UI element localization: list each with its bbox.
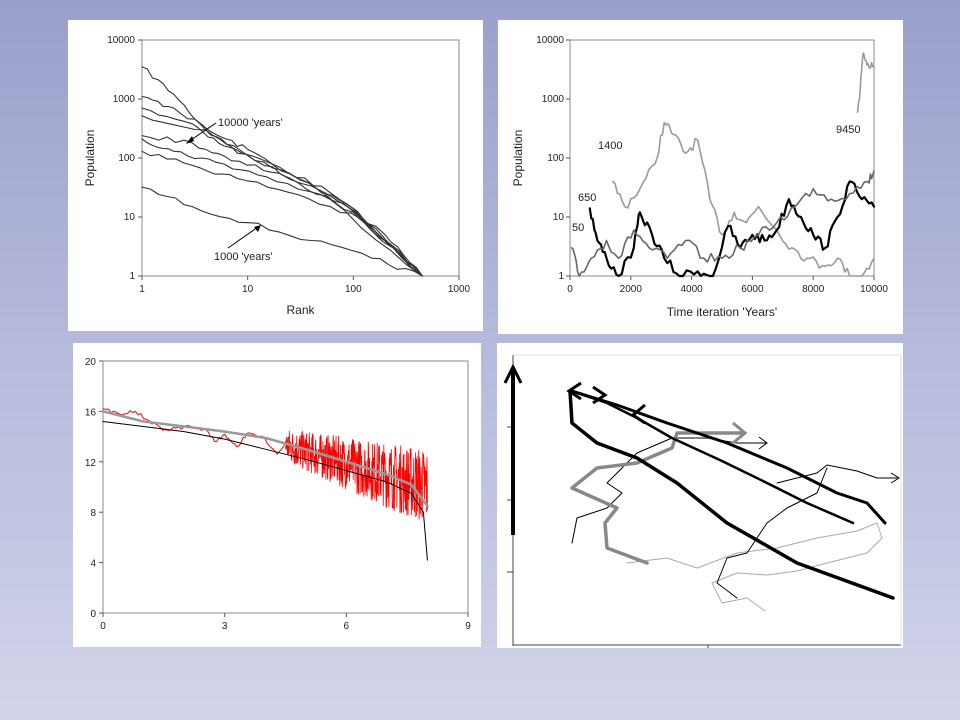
annotation-50: 50 xyxy=(572,222,584,234)
x-tick-label: 0 xyxy=(100,621,106,632)
y-tick-label: 0 xyxy=(90,609,96,620)
plot-area xyxy=(141,39,460,277)
chart-trajectory-sketch xyxy=(503,354,902,648)
y-tick-label: 10000 xyxy=(536,35,564,46)
arrow-head xyxy=(186,136,194,144)
red-series-line xyxy=(102,408,291,455)
panel-rank-population: 1 10 100 1000 10000 1 10 100 1000 Rank Population 1… xyxy=(68,20,483,331)
y-tick-label: 10000 xyxy=(107,35,135,46)
y-tick-label: 1000 xyxy=(113,94,136,105)
y-tick-label: 1 xyxy=(129,271,135,282)
x-tick-label: 4000 xyxy=(680,284,703,295)
annotation-1400: 1400 xyxy=(598,140,622,152)
y-tick-label: 4 xyxy=(90,559,96,570)
y-axis-label: Population xyxy=(511,130,525,187)
thick-black-trajectory xyxy=(570,389,887,525)
series-line xyxy=(141,150,423,277)
arrow-head xyxy=(630,403,646,425)
x-tick-label: 6000 xyxy=(741,284,764,295)
y-tick-label: 8 xyxy=(90,508,96,519)
series-line xyxy=(141,138,423,277)
annotation-arrow xyxy=(227,226,259,249)
x-tick-label: 1000 xyxy=(448,284,471,295)
arrow-head xyxy=(566,381,582,401)
series-line xyxy=(141,66,423,277)
series-line xyxy=(570,170,875,277)
chart-rank-population: 1 10 100 1000 10000 1 10 100 1000 Rank Population 1… xyxy=(83,35,471,317)
thick-black-trajectory xyxy=(575,391,855,525)
series-line xyxy=(588,180,876,278)
x-axis-label: Rank xyxy=(286,303,315,317)
thin-gray-trajectory xyxy=(626,522,883,612)
panel-trajectory-sketch xyxy=(497,343,903,648)
gray-series-line xyxy=(101,410,429,508)
annotation-9450: 9450 xyxy=(836,124,860,136)
x-tick-label: 2000 xyxy=(620,284,643,295)
y-tick-label: 1000 xyxy=(542,94,565,105)
y-axis-label: Population xyxy=(83,130,97,187)
thick-gray-trajectory xyxy=(570,431,744,565)
x-axis-label: Time iteration 'Years' xyxy=(667,305,777,319)
y-tick-label: 10 xyxy=(124,212,136,223)
y-tick-label: 20 xyxy=(85,357,97,368)
red-noise-band xyxy=(285,430,428,520)
arrow-head xyxy=(732,421,748,445)
y-tick-label: 1 xyxy=(558,271,564,282)
chart-noise: 0 4 8 12 16 20 0 3 6 9 xyxy=(85,357,471,632)
x-tick-label: 10000 xyxy=(860,284,888,295)
black-series-line xyxy=(102,421,428,561)
x-tick-label: 8000 xyxy=(802,284,825,295)
arrow-head xyxy=(254,225,261,232)
series-line xyxy=(611,121,875,277)
y-tick-label: 16 xyxy=(85,407,97,418)
annotation-650: 650 xyxy=(578,192,596,204)
y-tick-label: 100 xyxy=(547,153,564,164)
y-tick-label: 12 xyxy=(85,458,97,469)
x-tick-label: 100 xyxy=(345,284,362,295)
x-tick-label: 1 xyxy=(139,284,145,295)
series-line xyxy=(141,135,423,277)
panel-time-population: 1 10 100 1000 10000 0 2000 4000 6000 8000 10000 Tim… xyxy=(498,20,903,334)
series-line xyxy=(141,107,423,277)
y-tick-label: 10 xyxy=(553,212,565,223)
arrow-head xyxy=(592,385,608,405)
x-tick-label: 6 xyxy=(344,621,350,632)
annotation-1000-years: 1000 'years' xyxy=(214,251,273,263)
thick-black-trajectory xyxy=(568,389,895,600)
x-tick-label: 3 xyxy=(222,621,228,632)
x-tick-label: 10 xyxy=(242,284,254,295)
annotation-10000-years: 10000 'years' xyxy=(218,117,283,129)
series-line xyxy=(141,96,423,277)
thin-black-trajectory xyxy=(716,467,828,599)
series-line xyxy=(856,52,875,113)
series-line xyxy=(141,186,423,277)
y-tick-label: 100 xyxy=(118,153,135,164)
arrow-head xyxy=(758,436,768,450)
chart-time-population: 1 10 100 1000 10000 0 2000 4000 6000 8000 10000 Tim… xyxy=(511,35,888,319)
plot-area xyxy=(102,360,469,614)
arrow-head xyxy=(890,472,900,484)
x-tick-label: 0 xyxy=(567,284,573,295)
thin-black-trajectory xyxy=(776,464,898,484)
x-tick-label: 9 xyxy=(465,621,471,632)
panel-noise-chart: 0 4 8 12 16 20 0 3 6 9 xyxy=(73,343,481,647)
vertical-arrow-head xyxy=(503,363,523,384)
